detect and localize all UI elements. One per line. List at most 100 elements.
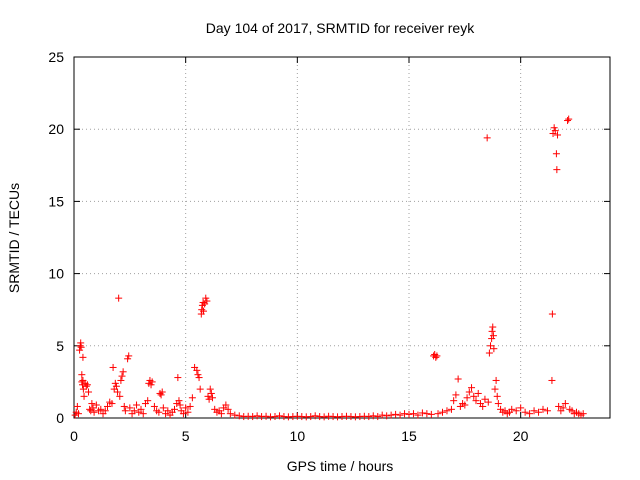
data-point [443, 407, 451, 415]
data-point [483, 134, 491, 142]
data-point [561, 400, 569, 408]
data-point [491, 385, 499, 393]
data-point [137, 405, 145, 413]
data-point [158, 388, 166, 396]
data-point [83, 381, 91, 389]
data-point [508, 405, 516, 413]
data-point [77, 343, 85, 351]
data-point [175, 397, 183, 405]
data-point [565, 115, 573, 123]
data-point [198, 306, 206, 314]
data-point [392, 410, 400, 418]
data-point [433, 352, 441, 360]
data-point [126, 404, 134, 412]
data-point [553, 166, 561, 174]
data-point [148, 378, 156, 386]
data-point [202, 294, 210, 302]
y-axis-label: SRMTID / TECUs [6, 183, 22, 293]
data-point [470, 392, 478, 400]
data-point [86, 405, 94, 413]
data-point [174, 374, 182, 382]
data-point [488, 335, 496, 343]
data-point [196, 385, 204, 393]
data-point [493, 392, 501, 400]
data-point [535, 408, 543, 416]
data-point [115, 294, 123, 302]
data-point [207, 389, 215, 397]
data-point [307, 413, 315, 421]
data-point [89, 404, 97, 412]
data-point [311, 412, 319, 420]
x-axis-label: GPS time / hours [287, 458, 394, 474]
data-point [552, 150, 560, 158]
data-point [205, 395, 213, 403]
data-point [485, 349, 493, 357]
data-point [472, 397, 480, 405]
data-point [414, 411, 422, 419]
data-point [80, 392, 88, 400]
data-point [468, 384, 476, 392]
data-point [461, 401, 469, 409]
chart-title: Day 104 of 2017, SRMTID for receiver rey… [206, 20, 475, 36]
data-point [450, 397, 458, 405]
data-point [97, 405, 105, 413]
data-point [454, 375, 462, 383]
data-point [481, 395, 489, 403]
data-point [188, 394, 196, 402]
data-point [452, 391, 460, 399]
data-point [463, 394, 471, 402]
x-tick-label: 20 [513, 428, 529, 444]
data-point [521, 408, 529, 416]
data-point [489, 323, 497, 331]
data-point [114, 388, 122, 396]
data-point [490, 345, 498, 353]
data-point [120, 402, 128, 410]
data-point [551, 127, 559, 135]
data-point [479, 402, 487, 410]
data-point [147, 381, 155, 389]
data-point [88, 400, 96, 408]
data-point [235, 412, 243, 420]
data-point [517, 404, 525, 412]
data-point [74, 410, 82, 418]
data-point [492, 376, 500, 384]
data-point [117, 376, 125, 384]
data-point [182, 404, 190, 412]
data-point [489, 332, 497, 340]
data-point [130, 407, 138, 415]
data-point [378, 411, 386, 419]
data-point [530, 407, 538, 415]
x-tick-label: 15 [401, 428, 417, 444]
data-point [204, 392, 212, 400]
data-point [231, 411, 239, 419]
data-point [383, 412, 391, 420]
y-tick-label: 5 [56, 338, 64, 354]
data-point [249, 413, 257, 421]
data-point [539, 405, 547, 413]
data-point [119, 368, 127, 376]
data-point [199, 298, 207, 306]
data-point [488, 327, 496, 335]
data-point [494, 400, 502, 408]
data-point [253, 412, 261, 420]
data-point [484, 398, 492, 406]
data-point [271, 413, 279, 421]
data-point [109, 363, 117, 371]
y-tick-label: 20 [48, 121, 64, 137]
data-point [90, 408, 98, 416]
data-point [78, 371, 86, 379]
data-point [387, 411, 395, 419]
data-point [85, 388, 93, 396]
data-point [543, 407, 551, 415]
data-point [320, 413, 328, 421]
x-tick-label: 0 [70, 428, 78, 444]
data-point [125, 352, 133, 360]
data-point [548, 310, 556, 318]
x-tick-label: 10 [290, 428, 306, 444]
data-points [71, 115, 587, 421]
data-point [171, 405, 178, 413]
data-point [176, 401, 184, 409]
data-point [73, 402, 81, 410]
y-tick-label: 10 [48, 266, 64, 282]
